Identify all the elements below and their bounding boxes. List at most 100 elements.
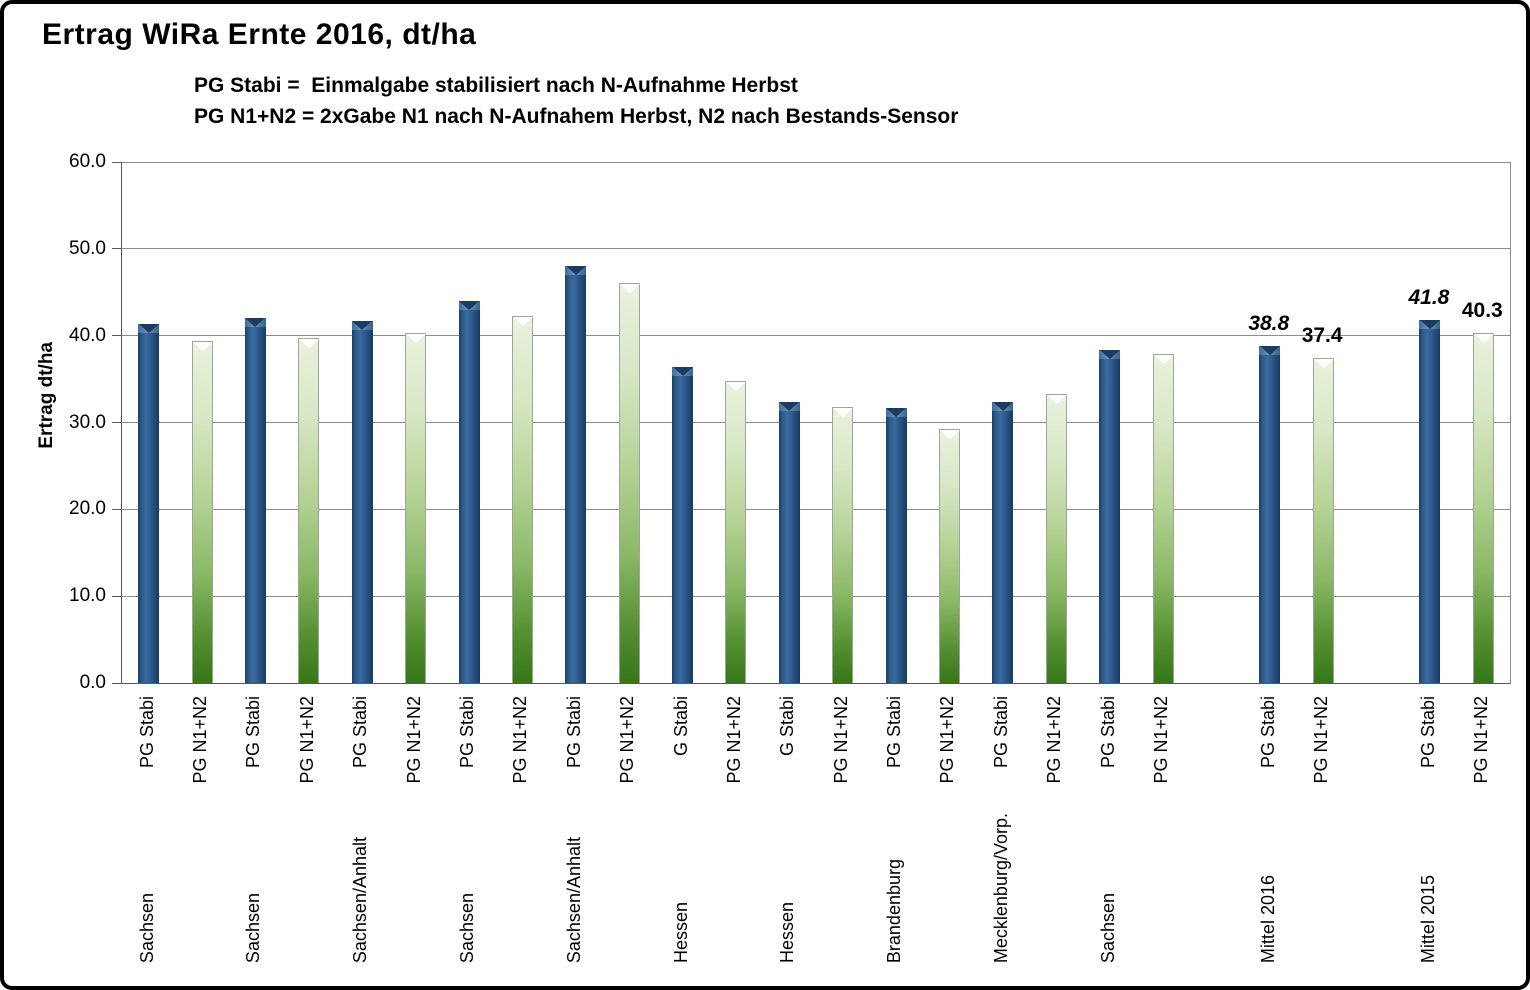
bar-data-label: 38.8	[1248, 312, 1290, 336]
y-axis-tick-label: 0.0	[79, 672, 106, 693]
bar-green	[1152, 353, 1174, 683]
x-axis-region-label: Mecklenburg/Vorp.	[990, 812, 1011, 963]
bar-top-cap	[351, 320, 373, 330]
bar-top-cap	[512, 316, 533, 326]
plot-area	[121, 161, 1511, 684]
x-axis-bar-label: G Stabi	[777, 696, 798, 757]
y-axis-tick-label: 30.0	[69, 411, 106, 433]
bar-top-notch	[1313, 359, 1334, 369]
y-axis-tick-mark	[112, 422, 121, 423]
chart-subtitle-line1: PG Stabi = Einmalgabe stabilisiert nach …	[194, 74, 798, 97]
bar-top-notch	[1419, 320, 1440, 330]
x-axis-bar-label: PG Stabi	[350, 696, 371, 769]
bar-top-cap	[1473, 334, 1494, 344]
gridline	[122, 248, 1510, 250]
gridline	[122, 508, 1510, 510]
bar-top-notch	[886, 407, 907, 417]
bar-top-cap	[1153, 354, 1174, 364]
y-axis-tick-mark	[112, 595, 121, 597]
bar-top-cap	[244, 318, 266, 328]
bar-top-cap	[939, 430, 960, 440]
bar-top-cap	[1313, 359, 1334, 369]
x-axis-region-label: Hessen	[670, 901, 691, 963]
bar-top-cap	[1099, 350, 1121, 360]
bar-blue	[992, 401, 1014, 683]
bar-top-cap	[565, 266, 587, 276]
x-axis-bar-label: PG N1+N2	[190, 696, 211, 784]
bar-blue	[351, 320, 373, 683]
bar-data-label: 41.8	[1408, 286, 1450, 310]
bar-data-label: 37.4	[1301, 324, 1343, 348]
bar-top-notch	[992, 401, 1013, 411]
x-axis-bar-label: PG Stabi	[563, 696, 584, 769]
x-axis-bar-label: PG Stabi	[243, 696, 264, 769]
bar-top-notch	[138, 324, 159, 334]
y-axis-tick-label: 20.0	[69, 498, 106, 520]
bar-green	[725, 380, 747, 683]
bar-top-cap	[138, 324, 160, 334]
bar-blue	[1259, 346, 1281, 683]
bar-top-cap	[885, 407, 907, 417]
x-axis-region-label: Mittel 2016	[1257, 874, 1278, 963]
bar-top-notch	[1099, 350, 1120, 360]
bar-top-notch	[833, 407, 854, 417]
x-axis-bar-label: PG Stabi	[136, 696, 157, 769]
bar-top-notch	[779, 401, 800, 411]
x-axis-region-label: Sachsen	[243, 892, 264, 963]
x-axis-bar-label: PG Stabi	[990, 696, 1011, 769]
bar-green	[1045, 393, 1067, 683]
bar-data-label: 40.3	[1461, 299, 1503, 323]
bar-top-cap	[833, 407, 854, 417]
y-axis-tick-mark	[112, 508, 121, 510]
bar-top-notch	[1046, 394, 1067, 404]
bar-blue	[1419, 320, 1441, 683]
bar-top-notch	[1473, 334, 1494, 344]
bar-top-notch	[406, 334, 427, 344]
bar-top-cap	[192, 341, 213, 351]
bar-top-notch	[512, 316, 533, 326]
x-axis-region-label: Sachsen/Anhalt	[350, 836, 371, 963]
bar-green	[618, 282, 640, 683]
bar-top-cap	[1419, 320, 1441, 330]
bar-top-notch	[726, 381, 747, 391]
bar-top-notch	[619, 283, 640, 293]
bar-top-cap	[672, 366, 694, 376]
bar-top-notch	[459, 300, 479, 310]
bar-blue	[565, 266, 587, 683]
gridline	[122, 422, 1510, 423]
gridline	[122, 161, 1510, 163]
x-axis-bar-label: PG N1+N2	[1471, 696, 1492, 784]
x-axis-bar-label: PG N1+N2	[296, 696, 317, 784]
bar-top-notch	[939, 430, 960, 440]
bar-green	[511, 315, 533, 683]
x-axis-region-label: Sachsen	[136, 892, 157, 963]
gridline	[122, 335, 1510, 337]
x-axis-bar-label: PG N1+N2	[830, 696, 851, 784]
x-axis-bar-label: PG N1+N2	[403, 696, 424, 784]
x-axis-region-label: Sachsen	[1097, 892, 1118, 963]
bar-green	[298, 338, 320, 683]
x-axis-bar-label: PG N1+N2	[1151, 696, 1171, 784]
bar-blue	[885, 407, 907, 683]
bar-top-notch	[672, 366, 693, 376]
bar-top-notch	[352, 320, 373, 330]
x-axis-bar-label: PG N1+N2	[617, 696, 638, 784]
y-axis-tick-label: 60.0	[69, 151, 106, 172]
x-axis-bar-label: PG N1+N2	[1044, 696, 1065, 784]
bar-green	[832, 406, 854, 683]
bar-top-cap	[726, 381, 747, 391]
bar-top-cap	[778, 401, 800, 411]
bar-green	[1472, 333, 1494, 683]
bar-top-cap	[1259, 346, 1281, 356]
chart-title: Ertrag WiRa Ernte 2016, dt/ha	[42, 18, 477, 51]
x-axis-region-label: Mittel 2015	[1417, 874, 1438, 963]
y-axis-tick-label: 50.0	[69, 237, 106, 259]
x-axis-bar-label: PG N1+N2	[510, 696, 531, 784]
bar-green	[191, 340, 213, 683]
y-axis-tick-mark	[112, 161, 121, 163]
x-axis-region-label: Sachsen/Anhalt	[563, 836, 584, 963]
bar-top-notch	[1153, 354, 1174, 364]
bar-top-cap	[458, 300, 480, 310]
bar-top-cap	[406, 334, 427, 344]
